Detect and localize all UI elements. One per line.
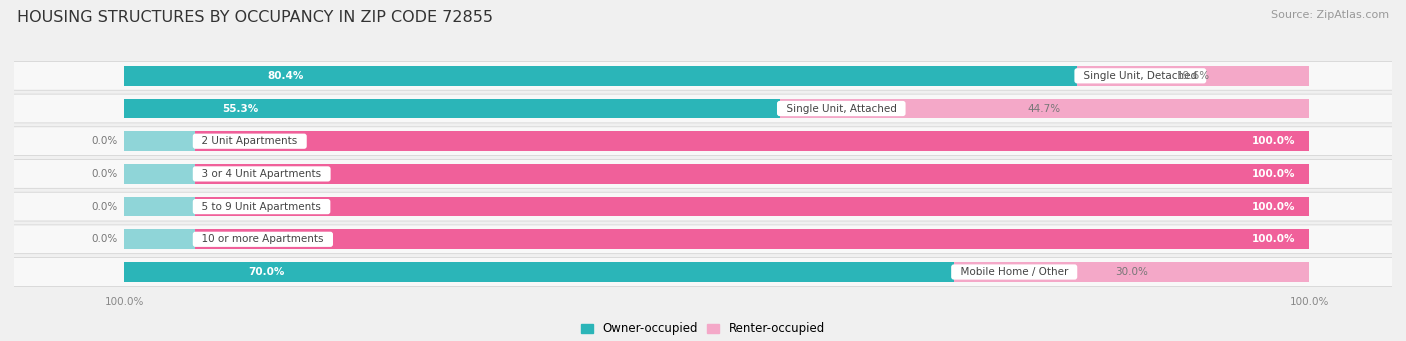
Bar bbox=[124, 197, 195, 217]
Text: 0.0%: 0.0% bbox=[91, 234, 118, 244]
FancyBboxPatch shape bbox=[0, 127, 1406, 155]
Bar bbox=[124, 131, 195, 151]
Bar bbox=[124, 229, 195, 249]
Text: 80.4%: 80.4% bbox=[267, 71, 304, 81]
Bar bbox=[124, 164, 195, 184]
Text: Source: ZipAtlas.com: Source: ZipAtlas.com bbox=[1271, 10, 1389, 20]
Text: Single Unit, Detached: Single Unit, Detached bbox=[1077, 71, 1204, 81]
Bar bbox=[195, 131, 1309, 151]
Text: Single Unit, Attached: Single Unit, Attached bbox=[779, 104, 903, 114]
FancyBboxPatch shape bbox=[0, 192, 1406, 221]
FancyBboxPatch shape bbox=[0, 94, 1406, 123]
Bar bbox=[779, 99, 1309, 118]
Text: 0.0%: 0.0% bbox=[91, 136, 118, 146]
Bar bbox=[124, 99, 779, 118]
Text: 100.0%: 100.0% bbox=[1251, 202, 1295, 212]
FancyBboxPatch shape bbox=[0, 160, 1406, 188]
Bar bbox=[124, 262, 953, 282]
Text: 55.3%: 55.3% bbox=[222, 104, 259, 114]
Text: 100.0%: 100.0% bbox=[1251, 169, 1295, 179]
Text: 2 Unit Apartments: 2 Unit Apartments bbox=[195, 136, 304, 146]
Bar bbox=[1077, 66, 1309, 86]
Bar bbox=[195, 164, 1309, 184]
FancyBboxPatch shape bbox=[0, 225, 1406, 254]
Bar bbox=[195, 197, 1309, 217]
FancyBboxPatch shape bbox=[0, 257, 1406, 286]
Text: HOUSING STRUCTURES BY OCCUPANCY IN ZIP CODE 72855: HOUSING STRUCTURES BY OCCUPANCY IN ZIP C… bbox=[17, 10, 494, 25]
Text: 5 to 9 Unit Apartments: 5 to 9 Unit Apartments bbox=[195, 202, 328, 212]
Text: 100.0%: 100.0% bbox=[1251, 136, 1295, 146]
Legend: Owner-occupied, Renter-occupied: Owner-occupied, Renter-occupied bbox=[576, 317, 830, 340]
Text: 44.7%: 44.7% bbox=[1028, 104, 1062, 114]
Bar bbox=[124, 66, 1077, 86]
FancyBboxPatch shape bbox=[0, 61, 1406, 90]
Text: 19.6%: 19.6% bbox=[1177, 71, 1209, 81]
Text: 0.0%: 0.0% bbox=[91, 169, 118, 179]
Bar bbox=[195, 229, 1309, 249]
Text: 3 or 4 Unit Apartments: 3 or 4 Unit Apartments bbox=[195, 169, 328, 179]
Bar bbox=[953, 262, 1309, 282]
Text: 10 or more Apartments: 10 or more Apartments bbox=[195, 234, 330, 244]
Text: Mobile Home / Other: Mobile Home / Other bbox=[953, 267, 1074, 277]
Text: 100.0%: 100.0% bbox=[1251, 234, 1295, 244]
Text: 70.0%: 70.0% bbox=[249, 267, 285, 277]
Text: 0.0%: 0.0% bbox=[91, 202, 118, 212]
Text: 30.0%: 30.0% bbox=[1115, 267, 1147, 277]
